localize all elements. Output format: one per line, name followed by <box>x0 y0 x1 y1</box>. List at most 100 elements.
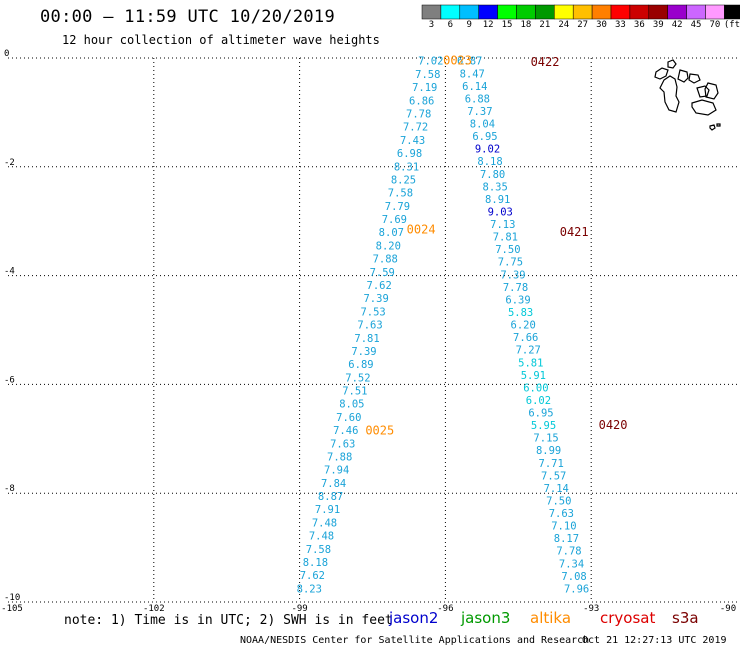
wave-height-value: 8.99 <box>536 445 561 457</box>
wave-height-value: 8.91 <box>485 194 510 206</box>
island-outline-icon <box>696 85 710 98</box>
wave-height-value: 7.94 <box>324 465 349 477</box>
legend-tick-label: 45 <box>690 20 702 30</box>
wave-height-value: 7.62 <box>367 280 392 292</box>
wave-height-value: 7.75 <box>498 257 523 269</box>
wave-height-value: 9.03 <box>488 206 513 218</box>
longitude-tick-label: -102 <box>143 604 165 614</box>
wave-height-value: 8.18 <box>477 156 502 168</box>
island-outline-icon <box>704 82 719 100</box>
wave-height-value: 8.35 <box>483 181 508 193</box>
wave-height-value: 7.80 <box>480 169 505 181</box>
wave-height-value: 7.57 <box>541 470 566 482</box>
wave-height-value: 7.43 <box>400 135 425 147</box>
legend-tick-label: 70 <box>709 20 721 30</box>
wave-height-value: 7.78 <box>556 546 581 558</box>
legend-tick-label: 6 <box>447 20 454 30</box>
legend-tick-label: 12 <box>482 20 494 30</box>
wave-height-value: 8.17 <box>554 533 579 545</box>
wave-height-value: 7.58 <box>388 188 413 200</box>
wave-height-value: 6.00 <box>523 382 548 394</box>
wave-height-value: 7.53 <box>360 306 385 318</box>
wave-height-value: 7.79 <box>385 201 410 213</box>
generated-timestamp: Oct 21 12:27:13 UTC 2019 <box>582 635 727 646</box>
legend-tick-label: 42 <box>671 20 683 30</box>
legend-tick-label: 33 <box>615 20 626 30</box>
wave-height-value: 6.87 <box>457 56 482 68</box>
legend-tick-label: 27 <box>577 20 589 30</box>
longitude-tick-label: -105 <box>1 604 23 614</box>
wave-height-value: 7.51 <box>342 386 367 398</box>
wave-height-value: 7.37 <box>467 106 492 118</box>
wave-height-value: 7.10 <box>551 521 576 533</box>
wave-height-value: 7.46 <box>333 425 358 437</box>
wave-height-value: 8.05 <box>339 399 364 411</box>
wave-height-value: 6.39 <box>505 294 530 306</box>
island-outline-icon <box>688 73 701 84</box>
wave-height-value: 7.50 <box>546 495 571 507</box>
legend-tick-label: 9 <box>466 20 472 30</box>
wave-height-value: 7.78 <box>503 282 528 294</box>
wave-height-value: 7.58 <box>306 544 331 556</box>
map-title: 00:00 – 11:59 UTC 10/20/2019 <box>40 7 335 27</box>
satellite-name-jason2: jason2 <box>389 609 439 627</box>
satellite-name-jason3: jason3 <box>461 609 511 627</box>
legend-tick-label: 3 <box>428 20 435 30</box>
pass-number-label: 0422 <box>531 55 560 69</box>
latitude-tick-label: -4 <box>4 267 15 277</box>
footer-note: note: 1) Time is in UTC; 2) SWH is in fe… <box>64 613 393 628</box>
island-outline-icon <box>716 123 721 127</box>
legend-tick-label: 21 <box>539 20 551 30</box>
satellite-name-s3a: s3a <box>672 609 699 627</box>
wave-height-value: 7.50 <box>495 244 520 256</box>
wave-height-value: 7.19 <box>412 82 437 94</box>
wave-height-value: 7.81 <box>493 232 518 244</box>
wave-height-value: 7.39 <box>500 269 525 281</box>
longitude-tick-label: -96 <box>437 604 453 614</box>
pass-number-label: 0024 <box>407 222 436 236</box>
wave-height-value: 7.58 <box>415 69 440 81</box>
island-outline-icon <box>709 124 716 131</box>
wave-height-value: 6.86 <box>409 95 434 107</box>
wave-height-value: 7.63 <box>330 438 355 450</box>
longitude-tick-label: -90 <box>720 604 736 614</box>
wave-height-value: 7.13 <box>490 219 515 231</box>
wave-height-value: 7.96 <box>564 583 589 595</box>
legend-tick-label: 39 <box>652 20 664 30</box>
wave-height-value: 7.02 <box>418 56 443 68</box>
wave-height-value: 6.89 <box>348 359 373 371</box>
wave-height-value: 7.62 <box>300 570 325 582</box>
wave-height-value: 8.18 <box>303 557 328 569</box>
legend-swatch <box>724 4 740 20</box>
wave-height-value: 6.02 <box>526 395 551 407</box>
latitude-tick-label: 0 <box>4 49 9 59</box>
wave-height-value: 7.27 <box>516 345 541 357</box>
wave-height-value: 5.91 <box>521 370 546 382</box>
wave-height-value: 7.14 <box>544 483 569 495</box>
wave-height-value: 7.48 <box>312 517 337 529</box>
wave-height-value: 5.81 <box>518 357 543 369</box>
wave-height-value: 6.14 <box>462 81 487 93</box>
wave-height-value: 8.04 <box>470 119 495 131</box>
island-outline-icon <box>654 67 669 80</box>
wave-height-value: 7.91 <box>315 504 340 516</box>
wave-height-value: 8.25 <box>391 174 416 186</box>
latitude-tick-label: -10 <box>4 593 20 603</box>
credit-line: NOAA/NESDIS Center for Satellite Applica… <box>240 635 590 646</box>
legend-tick-label: 18 <box>520 20 532 30</box>
wave-height-value: 7.71 <box>539 458 564 470</box>
map-subtitle: 12 hour collection of altimeter wave hei… <box>62 33 380 47</box>
legend-tick-label: 30 <box>596 20 607 30</box>
latitude-tick-label: -2 <box>4 158 15 168</box>
wave-height-value: 5.95 <box>531 420 556 432</box>
wave-height-value: 8.87 <box>318 491 343 503</box>
wave-height-value: 7.63 <box>549 508 574 520</box>
pass-number-label: 0025 <box>365 424 394 438</box>
wave-height-value: 7.15 <box>533 433 558 445</box>
wave-height-value: 7.60 <box>336 412 361 424</box>
wave-height-value: 9.02 <box>475 144 500 156</box>
wave-height-value: 7.63 <box>357 320 382 332</box>
latitude-tick-label: -8 <box>4 484 15 494</box>
legend-tick-label: 24 <box>558 20 570 30</box>
wave-height-value: 7.52 <box>345 372 370 384</box>
